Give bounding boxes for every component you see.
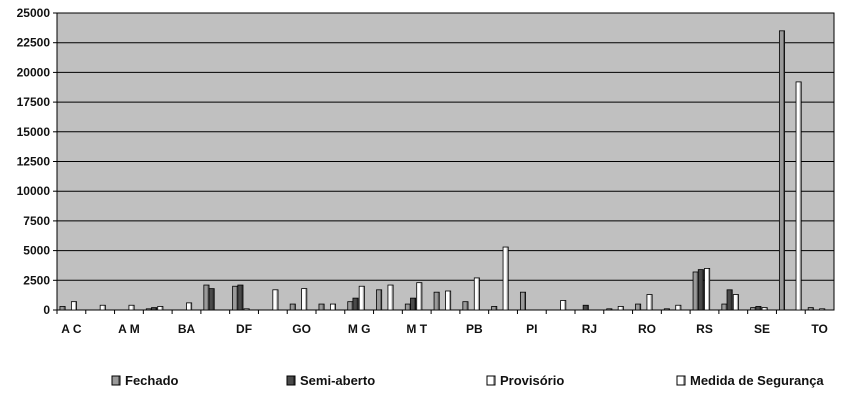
bar-fechado-ce [203, 284, 210, 311]
y-tick-label: 0 [43, 303, 50, 317]
x-tick-label: PB [466, 322, 483, 336]
x-tick-label: RJ [582, 322, 597, 336]
bar-provis-rio-am [128, 304, 135, 311]
bar-semi-aberto-rs [697, 269, 704, 311]
bar-fechado-rr [663, 308, 670, 311]
x-tick-label: BA [178, 322, 196, 336]
y-tick-label: 12500 [17, 155, 51, 169]
legend-label: Medida de Segurança [690, 373, 824, 388]
bar-semi-aberto-se [755, 306, 762, 311]
bar-provis-rio-df [243, 308, 250, 311]
bar-fechado-ac [59, 306, 66, 311]
bar-semi-aberto-rj [582, 304, 589, 311]
bar-fechado-pb [462, 301, 469, 311]
y-tick-label: 15000 [17, 125, 51, 139]
legend-item: Semi-aberto [286, 373, 375, 388]
y-tick-label: 22500 [17, 36, 51, 50]
bar-fechado-pi [519, 291, 526, 311]
bar-fechado-se [750, 307, 757, 311]
bar-provis-rio-rs [704, 268, 711, 311]
bar-fechado-sc [721, 303, 728, 311]
bar-fechado-ma [318, 303, 325, 311]
bar-fechado-pa [433, 291, 440, 311]
bar-provis-rio-to [819, 308, 826, 311]
bar-provis-rio-sc [732, 294, 739, 311]
bar-fechado-rn [606, 308, 613, 311]
bar-semi-aberto-sc [726, 289, 733, 311]
x-tick-label: SE [754, 322, 770, 336]
bar-fechado-sp [778, 30, 785, 311]
bar-provis-rio-al [99, 304, 106, 311]
bar-fechado-to [807, 307, 814, 311]
legend-label: Semi-aberto [300, 373, 375, 388]
y-tick-label: 10000 [17, 184, 51, 198]
x-tick-label: RO [638, 322, 656, 336]
x-tick-label: A C [61, 322, 82, 336]
bar-provis-rio-mg [358, 285, 365, 311]
bar-provis-rio-ma [329, 303, 336, 311]
bar-provis-rio-mt [416, 282, 423, 311]
bar-semi-aberto-ap [151, 307, 158, 311]
bar-fechado-ap [145, 308, 152, 311]
legend-label: Provisório [500, 373, 564, 388]
bar-provis-rio-ro [646, 294, 653, 311]
legend: Fechado Semi-aberto Provisório Medida de Se… [111, 373, 824, 388]
y-tick-label: 17500 [17, 95, 51, 109]
bar-provis-rio-es [272, 289, 279, 311]
bar-provis-rio-pa [445, 290, 452, 311]
legend-item: Fechado [111, 373, 179, 388]
bar-provis-rio-ac [70, 301, 77, 311]
bars [59, 30, 826, 311]
x-tick-label: PI [526, 322, 537, 336]
bar-provis-rio-pe [502, 246, 509, 311]
legend-item: Provisório [486, 373, 564, 388]
legend-swatch [676, 375, 686, 386]
x-tick-label: GO [292, 322, 311, 336]
x-tick-label: TO [811, 322, 827, 336]
bar-semi-aberto-df [237, 284, 244, 311]
bar-provis-rio-rn [617, 306, 624, 311]
bar-provis-rio-rr [675, 304, 682, 311]
bar-fechado-rs [692, 271, 699, 311]
y-axis: 0 2500 5000 7500 10000 12500 15000 17500 20000 22… [17, 6, 57, 317]
bar-semi-aberto-mg [352, 297, 359, 311]
legend-item: Medida de Segurança [676, 373, 824, 388]
legend-swatch [286, 375, 296, 386]
y-tick-label: 2500 [23, 273, 50, 287]
bar-fechado-mt [404, 303, 411, 311]
bar-semi-aberto-mt [410, 297, 417, 311]
bar-fechado-pe [491, 306, 498, 311]
x-tick-label: A M [118, 322, 140, 336]
bar-provis-rio-pb [473, 277, 480, 311]
bar-provis-rio-go [301, 288, 308, 311]
x-tick-label: DF [236, 322, 252, 336]
y-tick-label: 7500 [23, 214, 50, 228]
x-tick-label: RS [696, 322, 713, 336]
y-tick-label: 5000 [23, 244, 50, 258]
bar-provis-rio-pr [560, 300, 567, 311]
y-tick-label: 25000 [17, 6, 51, 20]
bar-semi-aberto-ce [208, 288, 215, 311]
legend-swatch [111, 375, 121, 386]
bar-provis-rio-ba [186, 302, 193, 311]
bar-fechado-ro [635, 303, 642, 311]
x-tick-label: M G [348, 322, 371, 336]
bar-provis-rio-ms [387, 284, 394, 311]
bar-medida-de-seguran-a-sp [795, 81, 802, 311]
bar-fechado-ms [376, 289, 383, 311]
legend-label: Fechado [125, 373, 179, 388]
bar-fechado-go [289, 303, 296, 311]
bar-fechado-mg [347, 301, 354, 311]
bar-provis-rio-ap [157, 306, 164, 311]
bar-provis-rio-se [761, 307, 768, 311]
x-axis: A C A M BA DF GO M G M T PB PI RJ RO RS SE TO [56, 310, 828, 336]
x-tick-label: M T [406, 322, 427, 336]
y-tick-label: 20000 [17, 65, 51, 79]
legend-swatch [486, 375, 496, 386]
bar-fechado-df [232, 285, 239, 311]
